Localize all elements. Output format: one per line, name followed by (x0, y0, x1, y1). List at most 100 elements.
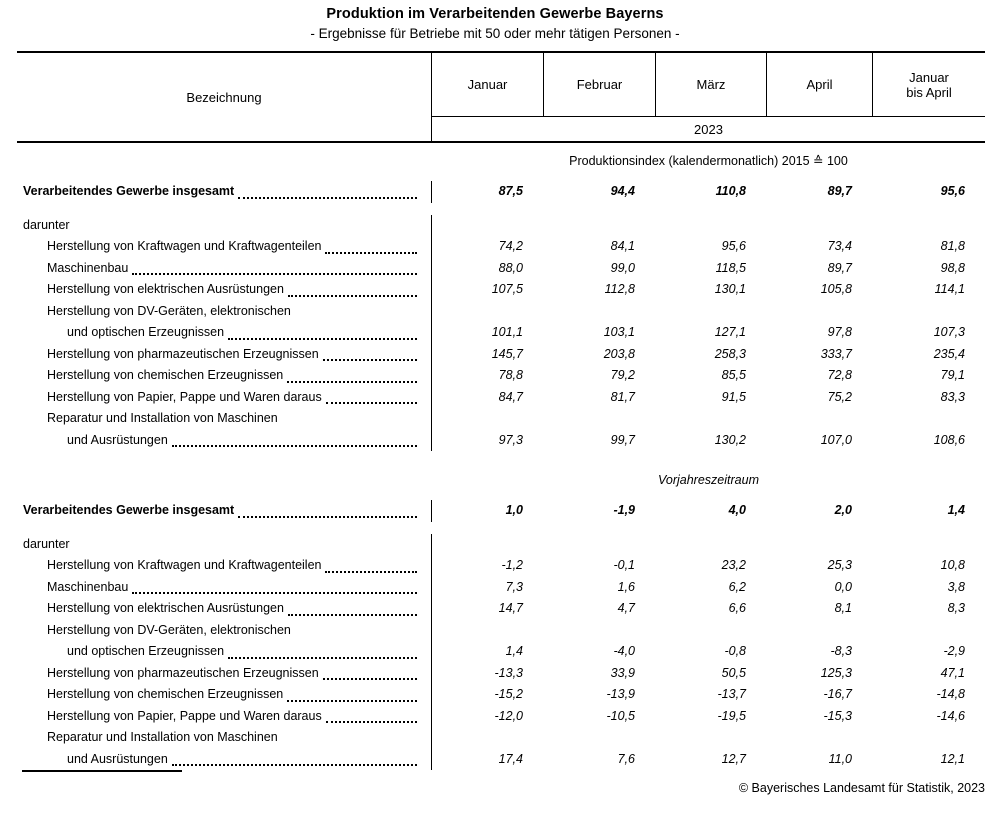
row-label: Maschinenbau (47, 579, 129, 594)
section-rows: Verarbeitendes Gewerbe insgesamt 1,0 -1,9 4… (17, 500, 985, 770)
table-row: Herstellung von pharmazeutischen Erzeugn… (17, 662, 985, 684)
row-value: -4,0 (613, 644, 635, 658)
row-label-cell: Herstellung von pharmazeutischen Erzeugn… (17, 343, 432, 365)
row-label-cell: Herstellung von chemischen Erzeugnissen (17, 684, 432, 706)
row-value (766, 215, 872, 237)
row-value: 81,8 (940, 239, 965, 253)
month-header-row: Januar Februar März April Januar bis Apr… (432, 53, 985, 116)
row-value: 23,2 (721, 558, 746, 572)
table-row: Herstellung von elektrischen Ausrüstunge… (17, 598, 985, 620)
row-label: Herstellung von elektrischen Ausrüstunge… (47, 601, 284, 615)
statistics-table: Bezeichnung Januar Februar März April Ja… (17, 51, 985, 772)
row-value: -14,6 (936, 708, 966, 723)
table-row: Herstellung von pharmazeutischen Erzeugn… (17, 343, 985, 365)
row-value: 0,0 (834, 579, 852, 594)
row-label: und optischen Erzeugnissen (67, 644, 225, 658)
row-value: 107,3 (933, 325, 965, 339)
table-section: Vorjahreszeitraum Verarbeitendes Gewerbe … (17, 473, 985, 770)
row-value (655, 534, 766, 556)
row-value: 3,8 (947, 579, 965, 594)
row-value: 8,3 (947, 601, 965, 615)
row-value: -2,9 (943, 644, 965, 658)
column-header-februar: Februar (543, 53, 655, 116)
row-value (432, 301, 543, 323)
dot-leader (171, 445, 417, 447)
row-value (766, 408, 872, 430)
row-label-cell: Herstellung von chemischen Erzeugnissen (17, 365, 432, 387)
row-label-cell: Herstellung von DV-Geräten, elektronisch… (17, 300, 432, 322)
row-value: 97,3 (498, 432, 523, 447)
table-row: Herstellung von Kraftwagen und Kraftwage… (17, 555, 985, 577)
column-header-april: April (766, 53, 872, 116)
section-heading: Vorjahreszeitraum (658, 473, 759, 487)
row-label-cell: Verarbeitendes Gewerbe insgesamt (17, 181, 432, 203)
table-row: und optischen Erzeugnissen 101,1 103,1 127,… (17, 322, 985, 344)
row-label: Herstellung von Papier, Pappe und Waren … (47, 708, 322, 723)
row-value: 110,8 (715, 184, 746, 198)
row-value: 108,6 (933, 432, 965, 447)
row-value: 95,6 (940, 184, 965, 198)
row-value: 79,2 (610, 368, 635, 382)
row-value: 6,2 (728, 579, 746, 594)
column-header-bezeichnung: Bezeichnung (17, 53, 432, 141)
dot-leader (325, 721, 417, 723)
row-label: Reparatur und Installation von Maschinen (47, 730, 278, 744)
row-value: -13,9 (606, 687, 636, 701)
dot-leader (287, 699, 417, 702)
row-value: 114,1 (934, 282, 965, 296)
column-header-maerz: März (655, 53, 766, 116)
row-value: 98,8 (940, 260, 965, 275)
row-value: -0,1 (613, 558, 635, 572)
row-value (432, 727, 543, 749)
row-value (766, 620, 872, 642)
row-label: Maschinenbau (47, 260, 129, 275)
table-row: darunter (17, 522, 985, 556)
row-value: 203,8 (603, 346, 635, 361)
row-value: 107,5 (491, 282, 523, 296)
row-label: Herstellung von Kraftwagen und Kraftwage… (47, 558, 322, 572)
row-label: Herstellung von chemischen Erzeugnissen (47, 368, 284, 382)
row-value (872, 534, 985, 556)
table-body: Produktionsindex (kalendermonatlich) 201… (17, 153, 985, 770)
table-section: Produktionsindex (kalendermonatlich) 201… (17, 153, 985, 451)
row-value (766, 534, 872, 556)
row-value: -15,3 (823, 708, 853, 723)
row-value: 84,1 (610, 239, 635, 253)
row-value: -1,2 (501, 558, 523, 572)
dot-leader (287, 613, 417, 616)
page-title: Produktion im Verarbeitenden Gewerbe Bay… (326, 6, 664, 22)
table-bottom-rule (22, 770, 182, 772)
row-label-cell: und Ausrüstungen (17, 748, 432, 770)
row-label-cell: Reparatur und Installation von Maschinen (17, 408, 432, 430)
row-value: 130,1 (714, 282, 746, 296)
table-row: Herstellung von Kraftwagen und Kraftwage… (17, 236, 985, 258)
row-value: 74,2 (498, 239, 523, 253)
row-value: 10,8 (940, 558, 965, 572)
row-value (872, 620, 985, 642)
dot-leader (287, 294, 417, 297)
column-header-januar-bis-april: Januar bis April (872, 53, 985, 116)
row-value: -12,0 (494, 708, 524, 723)
copyright-notice: © Bayerisches Landesamt für Statistik, 2… (738, 781, 985, 795)
row-value (766, 727, 872, 749)
dot-leader (132, 592, 417, 594)
row-value (655, 620, 766, 642)
row-value: 78,8 (498, 368, 523, 382)
row-value (655, 408, 766, 430)
table-row: Herstellung von DV-Geräten, elektronisch… (17, 619, 985, 642)
row-label: Herstellung von pharmazeutischen Erzeugn… (47, 346, 319, 361)
row-value: 91,5 (721, 389, 746, 404)
dot-leader (325, 251, 417, 254)
row-value (655, 301, 766, 323)
dot-leader (325, 402, 417, 404)
row-label: Herstellung von elektrischen Ausrüstunge… (47, 282, 284, 296)
row-label-cell: und optischen Erzeugnissen (17, 641, 432, 663)
row-value: 112,8 (604, 282, 635, 296)
table-row: und optischen Erzeugnissen 1,4 -4,0 -0,8 -8,… (17, 641, 985, 663)
row-label: Herstellung von chemischen Erzeugnissen (47, 687, 284, 701)
dot-leader (287, 380, 417, 383)
row-value: 72,8 (827, 368, 852, 382)
row-value: 8,1 (834, 601, 852, 615)
table-row: Maschinenbau 7,3 1,6 6,2 0,0 3,8 (17, 576, 985, 598)
row-value: 75,2 (827, 389, 852, 404)
